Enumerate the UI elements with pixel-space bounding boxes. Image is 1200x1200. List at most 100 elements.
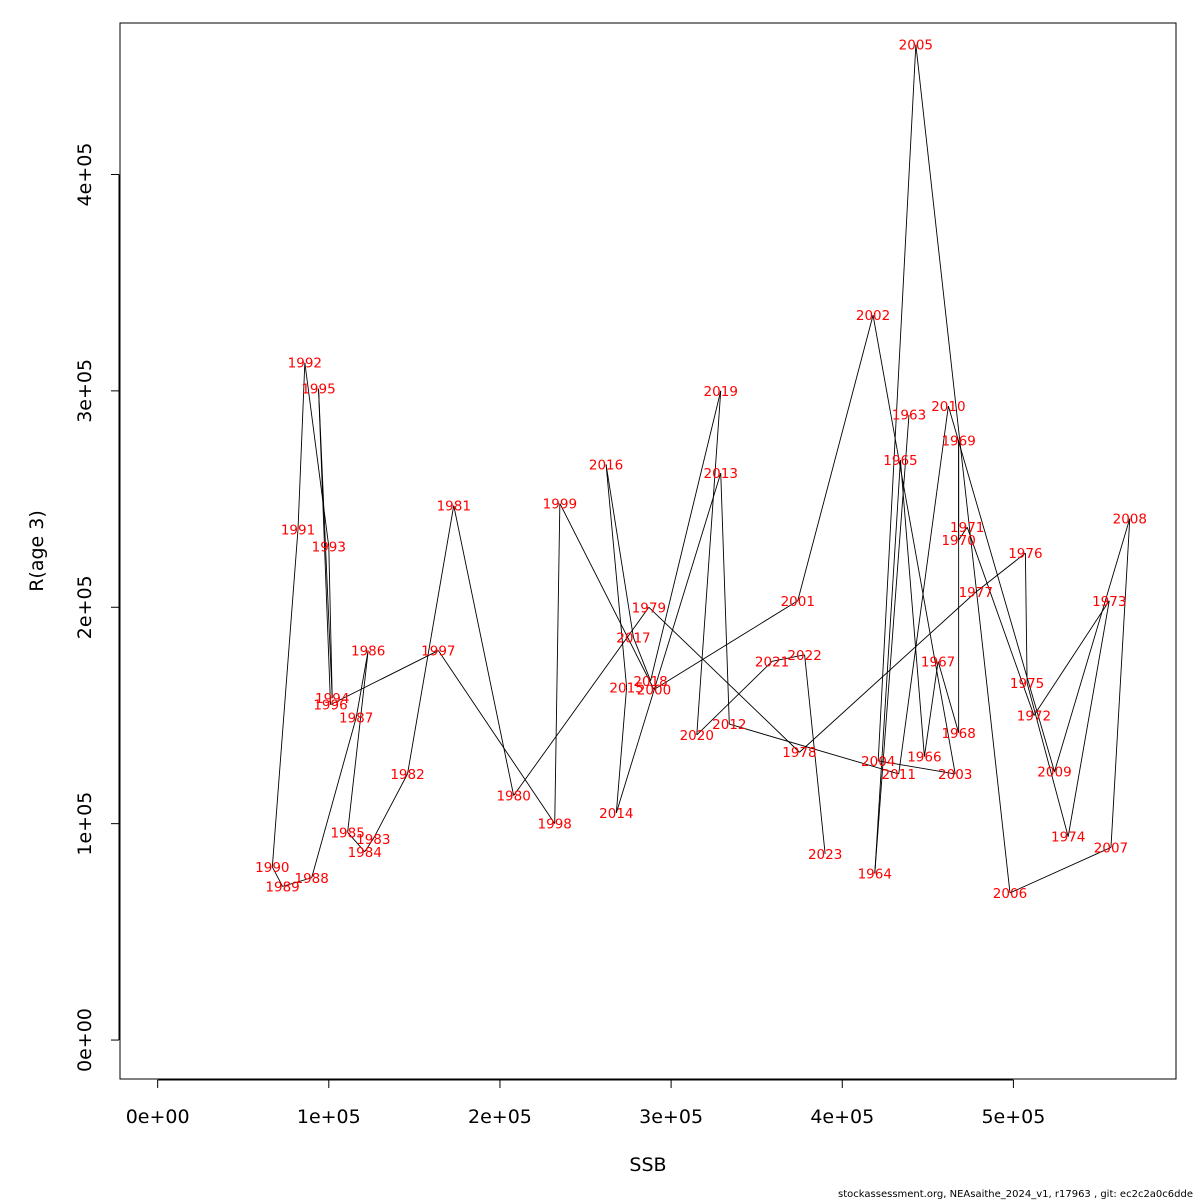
point-label: 1992	[288, 356, 322, 372]
series-segment	[878, 760, 956, 775]
y-tick-label: 2e+05	[74, 575, 96, 639]
point-label: 2017	[616, 631, 650, 647]
point-label: 2021	[755, 654, 789, 670]
series-segment	[1026, 682, 1069, 837]
series-segment	[304, 362, 330, 547]
point-label: 1985	[330, 825, 364, 841]
point-label: 1984	[348, 845, 382, 861]
series-segment	[437, 650, 556, 824]
point-label: 1994	[315, 691, 349, 707]
point-label: 1988	[295, 871, 329, 887]
x-tick-label: 2e+05	[468, 1106, 532, 1128]
y-tick-label: 3e+05	[74, 359, 96, 423]
series-segment	[297, 362, 306, 530]
series-segment	[696, 390, 722, 735]
point-label: 1982	[390, 767, 424, 783]
series-segment	[282, 877, 312, 887]
footer-caption: stockassessment.org, NEAsaithe_2024_v1, …	[838, 1189, 1193, 1200]
point-label: 2022	[787, 648, 821, 664]
point-label: 1971	[950, 520, 984, 536]
series-segment	[915, 44, 1011, 893]
point-label: 1986	[351, 644, 385, 660]
point-label: 2004	[861, 754, 895, 770]
series-segment	[650, 390, 722, 681]
series-segment	[271, 529, 299, 867]
series-segment	[975, 552, 1026, 593]
point-label: 2008	[1113, 512, 1147, 528]
x-tick-label: 1e+05	[297, 1106, 361, 1128]
point-label: 1993	[312, 540, 346, 556]
point-label: 2000	[637, 682, 671, 698]
series-segment	[1110, 518, 1131, 848]
series-segment	[899, 460, 925, 757]
series-segment	[797, 315, 874, 601]
series-segment	[633, 637, 651, 682]
series-segment	[877, 44, 917, 761]
point-label: 1966	[907, 750, 941, 766]
point-label: 2005	[899, 38, 933, 54]
series-segment	[898, 405, 949, 774]
series-segment	[347, 650, 369, 833]
point-label: 1972	[1017, 708, 1051, 724]
y-tick-label: 4e+05	[74, 143, 96, 207]
point-label: 2013	[704, 466, 738, 482]
series-segment	[958, 526, 968, 541]
series-segment	[1033, 600, 1110, 716]
point-label: 1980	[496, 789, 530, 805]
series-segment	[947, 405, 1055, 772]
point-label: 1989	[265, 879, 299, 895]
series-segment	[653, 600, 798, 690]
series-segment	[771, 654, 805, 662]
series-segment	[799, 591, 977, 753]
series-segment	[318, 388, 331, 705]
point-label: 2020	[680, 728, 714, 744]
series-segment	[1067, 600, 1110, 837]
point-label: 2007	[1094, 840, 1128, 856]
series-segment	[311, 717, 357, 878]
plot-box	[119, 22, 1177, 1080]
point-label: 1977	[959, 585, 993, 601]
x-tick-label: 5e+05	[981, 1106, 1045, 1128]
series-segment	[605, 464, 628, 688]
point-label: 1978	[782, 745, 816, 761]
point-label: 2002	[856, 308, 890, 324]
point-label: 2009	[1037, 765, 1071, 781]
series-segment	[271, 866, 283, 887]
series-path	[271, 44, 1131, 894]
series-segment	[605, 464, 634, 638]
point-label: 1990	[255, 860, 289, 876]
point-label: 1997	[421, 644, 455, 660]
point-label: 1965	[883, 453, 917, 469]
series-segment	[328, 546, 333, 699]
point-label: 1967	[921, 654, 955, 670]
point-label: 1975	[1010, 676, 1044, 692]
x-tick-label: 3e+05	[639, 1106, 703, 1128]
series-segment	[355, 650, 369, 718]
series-segment	[347, 832, 366, 853]
point-label: 2003	[938, 767, 972, 783]
point-label: 1983	[356, 832, 390, 848]
series-segment	[648, 606, 800, 753]
point-label: 2010	[931, 399, 965, 415]
point-label: 1963	[892, 408, 926, 424]
y-axis-title: R(age 3)	[26, 510, 48, 592]
y-axis: 0e+00 1e+05 2e+05 3e+05 4e+05	[74, 143, 120, 1072]
point-label: 2018	[633, 674, 667, 690]
point-label: 1995	[301, 382, 335, 398]
series-segment	[513, 606, 650, 796]
series-segment	[364, 838, 374, 853]
point-label: 1999	[543, 496, 577, 512]
series-segment	[615, 687, 628, 813]
series-segment	[1009, 847, 1112, 894]
point-label: 1996	[313, 698, 347, 714]
point-label: 1973	[1092, 594, 1126, 610]
point-label: 1998	[538, 817, 572, 833]
series-segment	[1024, 553, 1028, 684]
x-tick-label: 0e+00	[126, 1106, 190, 1128]
series-segment	[559, 503, 655, 690]
point-label: 1981	[437, 499, 471, 515]
x-tick-label: 4e+05	[810, 1106, 874, 1128]
point-label: 1968	[941, 726, 975, 742]
